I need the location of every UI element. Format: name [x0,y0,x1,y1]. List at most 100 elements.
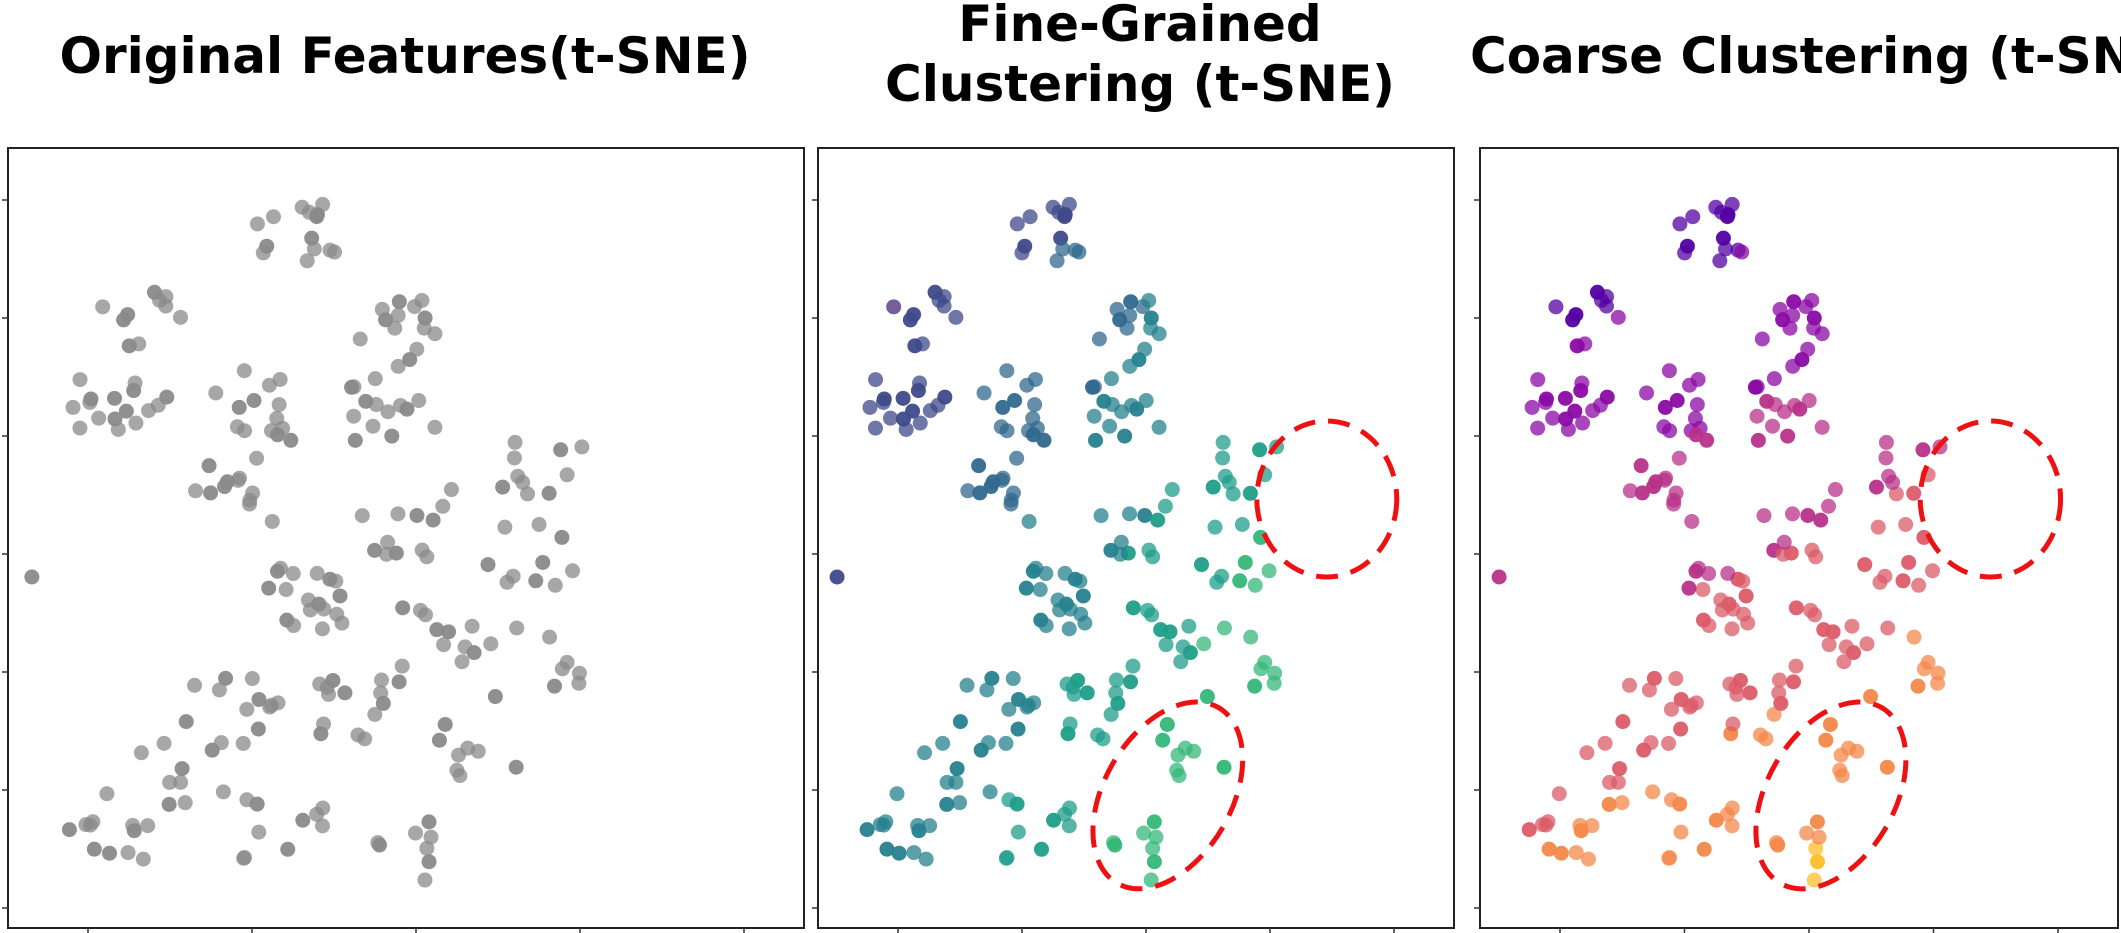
data-point [365,418,381,434]
data-point [487,689,503,705]
data-point [435,498,451,514]
data-point [1720,565,1736,581]
data-point [937,389,953,405]
data-point [1834,768,1850,784]
data-point [159,389,175,405]
data-point [829,569,845,585]
data-point [495,479,511,495]
data-point [312,676,328,692]
data-point [1573,383,1589,399]
data-point [1878,434,1894,450]
data-point [1695,582,1711,598]
data-point [421,814,437,830]
data-point [411,393,427,409]
data-point [1106,835,1122,851]
data-point [1122,506,1138,522]
data-point [1758,731,1774,747]
data-point [1785,307,1801,323]
data-point [91,410,107,426]
data-point [1870,519,1886,535]
data-point [952,714,968,730]
data-point [1724,196,1740,212]
highlight-circle [1254,418,1400,580]
data-point [1718,241,1734,257]
data-point [559,467,575,483]
data-point [327,244,343,260]
data-point [1058,596,1074,612]
data-point [1009,216,1025,232]
data-point [1806,310,1822,326]
data-point [409,341,425,357]
data-point [408,825,424,841]
data-point [960,483,976,499]
data-point [984,670,1000,686]
data-point [367,706,383,722]
data-point [390,506,406,522]
data-point [1045,199,1061,215]
data-point [1696,841,1712,857]
data-point [295,812,311,828]
data-point [506,450,522,466]
data-point [952,795,968,811]
data-point [235,735,251,751]
data-point [1657,399,1673,415]
data-point [1610,309,1626,325]
data-point [1247,678,1263,694]
data-point [868,372,884,388]
data-point [173,774,189,790]
data-point [571,665,587,681]
data-point [141,403,157,419]
data-point [1836,654,1852,670]
data-point [1057,209,1073,225]
data-point [131,336,147,352]
data-point [1725,716,1741,732]
data-point [1207,519,1223,535]
data-point [211,682,227,698]
data-point [1243,629,1259,645]
data-point [1075,588,1091,604]
data-point [1724,818,1740,834]
data-point [128,415,144,431]
data-point [912,415,928,431]
panel-title-original: Original Features(t-SNE) [59,27,751,85]
data-point [1059,676,1075,692]
data-point [995,399,1011,415]
data-point [1125,658,1141,674]
data-point [1683,697,1699,713]
data-point [508,759,524,775]
data-point [528,573,544,589]
data-point [261,377,277,393]
data-point [1216,759,1232,775]
data-point [1108,672,1124,688]
data-point [1750,432,1766,448]
data-point [1124,397,1140,413]
data-point [316,716,332,732]
data-point [891,845,907,861]
data-point [1077,615,1093,631]
data-point [1633,458,1649,474]
data-point [1880,620,1896,636]
data-point [972,485,988,501]
data-point [1906,485,1922,501]
data-point [187,677,203,693]
data-point [309,565,325,581]
data-point [1252,442,1268,458]
data-point [1597,735,1613,751]
data-point [1906,629,1922,645]
data-point [1681,377,1697,393]
data-point [391,294,407,310]
data-point [1007,393,1023,409]
data-point [914,336,930,352]
data-point [354,508,370,524]
data-point [1658,470,1674,486]
data-point [1663,792,1679,808]
data-point [1813,512,1829,528]
data-point [242,492,258,508]
data-point [250,721,266,737]
data-point [1199,689,1215,705]
data-point [423,829,439,845]
data-point [1253,661,1269,677]
data-point [1612,761,1628,777]
data-point [1673,824,1689,840]
data-point [390,307,406,323]
